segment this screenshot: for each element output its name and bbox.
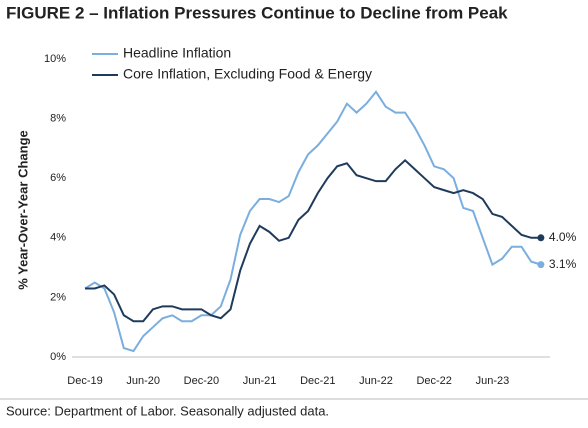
legend-label: Core Inflation, Excluding Food & Energy xyxy=(123,66,372,82)
y-tick-label: 6% xyxy=(50,172,66,184)
source-note: Source: Department of Labor. Seasonally … xyxy=(6,403,329,418)
x-tick-label: Jun-20 xyxy=(126,375,160,387)
y-axis-label: % Year-Over-Year Change xyxy=(15,130,30,289)
y-tick-label: 8% xyxy=(50,113,66,125)
x-tick-label: Jun-23 xyxy=(476,375,510,387)
series-line xyxy=(84,90,542,353)
data-label: 3.1% xyxy=(549,257,577,271)
series-line xyxy=(85,158,541,323)
y-tick-label: 2% xyxy=(50,291,66,303)
end-point xyxy=(537,234,545,242)
x-tick-label: Dec-20 xyxy=(184,375,219,387)
chart-title: FIGURE 2 – Inflation Pressures Continue … xyxy=(6,3,508,22)
x-tick-label: Dec-19 xyxy=(67,375,102,387)
end-point xyxy=(537,261,545,269)
data-label: 4.0% xyxy=(549,230,577,244)
x-tick-label: Dec-22 xyxy=(416,375,451,387)
x-tick-label: Dec-21 xyxy=(300,375,335,387)
x-tick-label: Jun-22 xyxy=(359,375,393,387)
y-tick-label: 10% xyxy=(44,53,66,65)
x-tick-label: Jun-21 xyxy=(243,375,277,387)
y-tick-label: 0% xyxy=(50,351,66,363)
y-tick-label: 4% xyxy=(50,232,66,244)
legend-label: Headline Inflation xyxy=(123,45,231,61)
